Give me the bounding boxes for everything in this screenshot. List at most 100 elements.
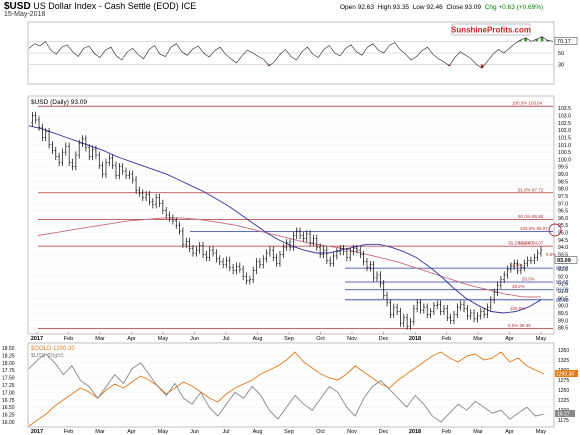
price-panel-frame [27,95,555,335]
symbol-description: US Dollar Index - Cash Settle (EOD) ICE [33,1,197,11]
gold-x-tick-label: Mar [95,429,105,435]
price-level-label: 91.09 [556,288,569,294]
ma-short-line [28,125,542,314]
gold-left-tick-label: 18.25 [2,353,15,359]
price-x-tick-label: Jul [222,336,229,342]
fib-label: 61.8% [510,263,523,268]
rsi-axis: 70503070.17 [554,37,578,69]
price-tick-label: 96.0 [558,216,568,222]
fib-label: 38.2% 94.07 [508,241,534,246]
price-x-tick-label: 2018 [409,336,421,342]
gold-left-tick-label: 16.75 [2,398,15,404]
price-tick-label: 91.5 [558,282,568,288]
price-x-tick-label: May [536,336,547,342]
watermark-text: SunshineProfits.com [451,26,531,35]
gold-x-tick-label: Nov [347,429,357,435]
price-x-tick-label: Sep [284,336,294,342]
price-tick-label: 97.5 [558,194,568,200]
close-value: Close 93.09 [446,4,482,11]
price-x-axis: 2017 Feb Mar Apr May Jun Jul Aug Sep Oct Nov Dec 201… [31,332,547,342]
gold-x-tick-label: 2017 [31,429,43,435]
price-tick-label: 101.5 [558,135,571,141]
usd-ratio-last-value: 16.27 [557,412,570,418]
price-tick-label: 90.0 [558,304,568,310]
gold-left-tick-label: 18.50 [2,346,15,352]
gold-right-tick-label: 1250 [558,388,569,394]
highlight-circle [548,223,562,237]
rsi-line [28,36,554,69]
price-x-tick-label: Apr [505,336,514,342]
gold-x-tick-label: Mar [473,429,483,435]
gold-panel-frame [27,342,555,428]
price-tick-label: 103.5 [558,106,571,112]
fib-label: 0.0% [546,252,556,257]
gold-x-tick-label: Apr [127,429,136,435]
price-tick-label: 100.5 [558,150,571,156]
price-x-tick-label: Feb [442,336,451,342]
gold-last-value-box [555,370,578,377]
price-x-tick-label: Nov [347,336,357,342]
price-tick-label: 99.5 [558,165,568,171]
watermark-logo: SunshineProfits.com [451,23,531,36]
gold-left-tick-label: 16.50 [2,405,15,411]
price-tick-label: 93.5 [558,252,568,258]
gold-x-axis: 2017 Feb Mar Apr May Jun Jul Aug Sep Oct Nov Dec 201… [31,429,547,435]
fib-label: 100.0% 95.07 [520,226,548,231]
fib-label: 0.0% 88.45 [508,323,531,328]
rsi-panel-frame [27,21,555,85]
price-grid [29,108,553,328]
high-value: High 93.35 [377,4,410,11]
gold-right-tick-label: 1325 [558,358,569,364]
price-x-tick-label: Feb [64,336,73,342]
price-panel-title: $USD (Daily) 93.09 [31,99,87,106]
open-value: Open 92.63 [340,4,374,11]
price-tick-label: 99.0 [558,172,568,178]
price-tick-label: 91.0 [558,289,568,295]
price-x-tick-label: Aug [253,336,263,342]
price-tick-label: 92.0 [558,274,568,280]
ohlc-readout: Open 92.63 High 93.35 Low 92.46 Close 93… [340,4,543,11]
price-tick-label: 102.0 [558,128,571,134]
price-last-value-box [554,256,578,264]
price-x-tick-label: 2017 [31,336,43,342]
price-tick-label: 92.5 [558,267,568,273]
price-tick-label: 89.0 [558,318,568,324]
gold-title: $GOLD 1290.30 [31,346,75,352]
low-value: Low 92.46 [412,4,443,11]
rsi-grid [29,41,553,65]
gold-x-tick-label: Aug [253,429,263,435]
gold-left-tick-label: 17.50 [2,376,15,382]
price-x-tick-label: May [158,336,169,342]
price-tick-label: 94.0 [558,245,568,251]
gold-right-tick-label: 1275 [558,378,569,384]
gold-x-tick-label: May [536,429,547,435]
price-x-tick-label: Mar [473,336,483,342]
gold-x-tick-label: 2018 [409,429,421,435]
price-x-tick-label: Oct [316,336,325,342]
gold-right-tick-label: 1175 [558,418,569,424]
gold-left-tick-label: 16.00 [2,420,15,426]
fib-label: 38.2% 94.07 [518,241,544,246]
symbol: $USD [4,1,31,12]
chart-title: $USD US Dollar Index - Cash Settle (EOD)… [4,1,196,12]
price-tick-label: 95.5 [558,223,568,229]
price-x-tick-label: Jun [190,336,199,342]
gold-left-tick-label: 17.00 [2,390,15,396]
price-level-label: 92.57 [556,266,569,272]
rsi-tick-label: 50 [558,51,564,57]
price-tick-label: 98.0 [558,187,568,193]
gold-x-tick-label: Jul [222,429,229,435]
rsi-last-value-box [554,37,578,45]
gold-x-tick-label: Oct [316,429,325,435]
price-tick-label: 103.0 [558,114,571,120]
price-tick-label: 90.5 [558,296,568,302]
change-value: Chg +0.63 (+0.69%) [484,4,544,11]
gold-left-tick-label: 18.00 [2,361,15,367]
gold-left-tick-label: 16.25 [2,413,15,419]
price-tick-label: 94.5 [558,238,568,244]
gold-x-tick-label: Feb [64,429,73,435]
gold-last-value: 1290.30 [556,372,574,378]
